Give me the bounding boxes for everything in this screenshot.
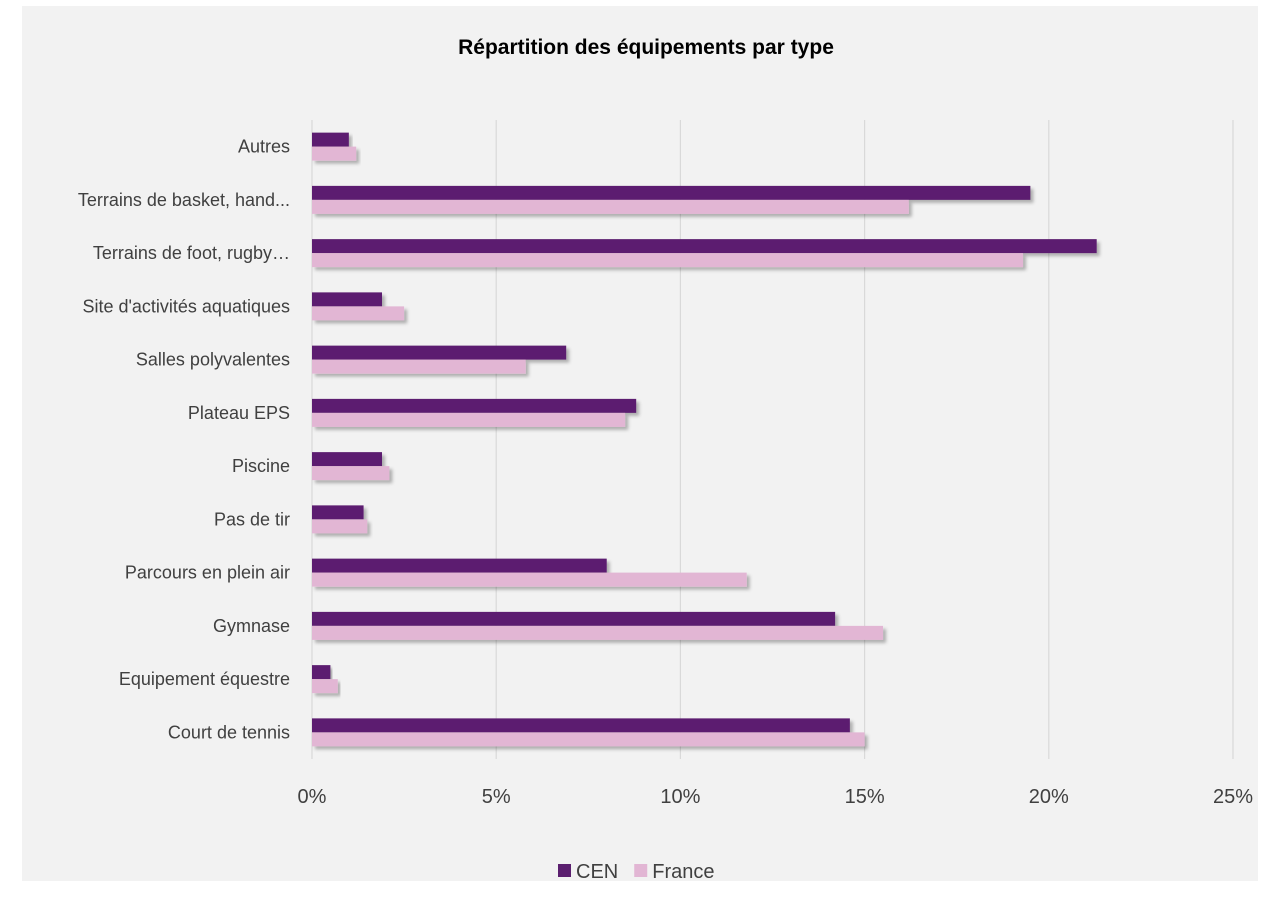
chart-area: Répartition des équipements par type Aut…: [22, 6, 1258, 881]
bar-france: [312, 519, 368, 534]
legend-swatch-cen: [558, 864, 571, 877]
category-label: Site d'activités aquatiques: [82, 296, 290, 316]
category-labels: Autres Terrains de basket, hand... Terrain…: [78, 137, 290, 743]
x-tick-label: 10%: [660, 786, 700, 808]
x-tick-label: 0%: [298, 786, 327, 808]
category-label: Pas de tir: [214, 509, 290, 529]
bar-france: [312, 306, 405, 321]
category-label: Autres: [238, 137, 290, 157]
bar-france: [312, 679, 338, 694]
x-tick-label: 5%: [482, 786, 511, 808]
bar-france: [312, 199, 909, 214]
bar-france: [312, 466, 390, 481]
category-label: Court de tennis: [168, 722, 290, 742]
bar-cen: [312, 558, 607, 573]
bar-cen: [312, 345, 567, 360]
chart-svg: Répartition des équipements par type Aut…: [78, 36, 1254, 881]
bar-cen: [312, 718, 850, 733]
category-label: Plateau EPS: [188, 403, 290, 423]
chart-title: Répartition des équipements par type: [458, 36, 834, 59]
category-label: Terrains de foot, rugby…: [93, 243, 290, 263]
bar-cen: [312, 452, 382, 467]
bar-france: [312, 359, 526, 374]
legend-label-france: France: [652, 861, 714, 881]
legend-swatch-france: [634, 864, 648, 877]
category-label: Piscine: [232, 456, 290, 476]
bar-cen: [312, 132, 349, 147]
grid-layer: [311, 120, 1234, 759]
legend-label-cen: CEN: [576, 861, 618, 881]
bars-layer: [312, 132, 1097, 747]
bar-france: [312, 625, 884, 640]
category-label: Salles polyvalentes: [136, 350, 290, 370]
category-label: Terrains de basket, hand...: [78, 190, 290, 210]
x-tick-label: 15%: [845, 786, 885, 808]
bar-cen: [312, 611, 836, 626]
category-label: Parcours en plein air: [125, 563, 290, 583]
bar-france: [312, 412, 626, 427]
bar-france: [312, 146, 357, 161]
bar-cen: [312, 292, 382, 307]
tick-labels: 0% 5% 10% 15% 20% 25%: [298, 786, 1254, 808]
x-tick-label: 25%: [1213, 786, 1253, 808]
bar-cen: [312, 398, 637, 413]
category-label: Equipement équestre: [119, 669, 290, 689]
bar-cen: [312, 665, 331, 680]
legend: CEN France: [558, 861, 714, 881]
bar-cen: [312, 185, 1031, 200]
x-tick-label: 20%: [1029, 786, 1069, 808]
bar-france: [312, 732, 865, 747]
bar-cen: [312, 239, 1097, 254]
category-label: Gymnase: [213, 616, 290, 636]
bar-france: [312, 572, 747, 587]
bar-france: [312, 253, 1024, 268]
bar-cen: [312, 505, 364, 520]
